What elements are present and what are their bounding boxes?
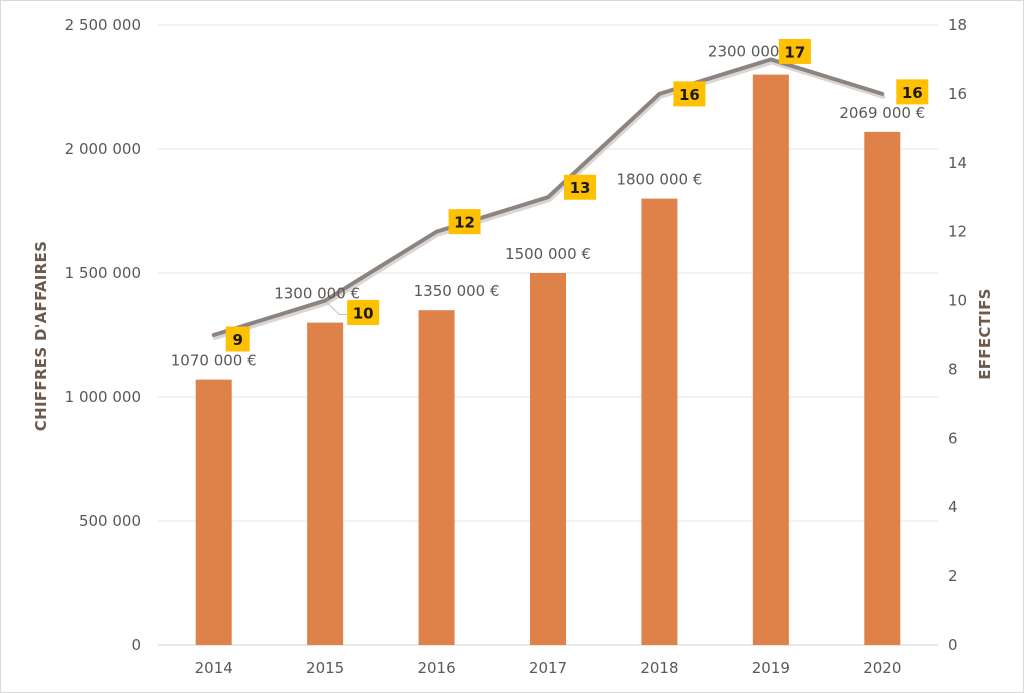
line-data-label: 16 (673, 81, 706, 107)
left-tick-label: 2 000 000 (65, 140, 141, 158)
line-data-labels: 9 10 12 13 16 17 16 (225, 38, 929, 352)
bar-data-label: 1300 000 € (274, 285, 360, 303)
x-tick-label: 2015 (306, 659, 344, 677)
x-tick-label: 2019 (752, 659, 790, 677)
line-shadow (212, 60, 886, 340)
bar-data-label: 2300 000 € (708, 43, 794, 61)
bar-series (195, 74, 901, 646)
bar-data-label: 2069 000 € (839, 104, 925, 122)
left-tick-label: 1 500 000 (65, 264, 141, 282)
left-tick-label: 1 000 000 (65, 388, 141, 406)
line-data-label: 12 (448, 209, 481, 235)
gridlines (158, 24, 938, 646)
x-axis-ticks: 2014 2015 2016 2017 2018 2019 2020 (195, 659, 902, 677)
line-label-box (448, 209, 481, 235)
x-tick-label: 2018 (640, 659, 678, 677)
line-data-label: 9 (225, 326, 250, 352)
line-series (211, 57, 886, 340)
left-tick-label: 500 000 (79, 512, 141, 530)
line-data-label: 10 (347, 300, 380, 326)
bar-data-labels: 1070 000 € 1300 000 € 1350 000 € 1500 000 €… (171, 43, 925, 370)
right-tick-label: 18 (948, 16, 967, 34)
bar (418, 310, 455, 645)
left-axis-ticks: 0 500 000 1 000 000 1 500 000 2 000 000 2 500… (65, 16, 141, 654)
right-tick-label: 10 (948, 292, 967, 310)
line-label-text: 9 (232, 331, 242, 349)
bar (195, 379, 232, 645)
right-tick-label: 14 (948, 154, 967, 172)
line-label-text: 16 (902, 84, 923, 102)
right-tick-label: 2 (948, 567, 958, 585)
line-label-text: 10 (353, 305, 374, 323)
line-path (211, 57, 885, 337)
x-tick-label: 2017 (529, 659, 567, 677)
right-tick-label: 4 (948, 498, 958, 516)
line-data-label: 13 (564, 174, 596, 200)
right-tick-label: 12 (948, 223, 967, 241)
x-tick-label: 2016 (417, 659, 455, 677)
left-tick-label: 0 (131, 636, 141, 654)
bar (307, 322, 344, 645)
bar-data-label: 1350 000 € (414, 282, 500, 300)
line-label-box (225, 326, 250, 352)
right-tick-label: 0 (948, 636, 958, 654)
line-label-box (778, 38, 811, 64)
line-label-box (347, 300, 380, 326)
bar (530, 273, 566, 645)
right-axis-ticks: 0 2 4 6 8 10 12 14 16 18 (948, 16, 967, 654)
bar-data-label: 1800 000 € (616, 171, 702, 189)
bar (641, 198, 678, 645)
left-axis-title: CHIFFRES D'AFFAIRES (32, 241, 50, 431)
left-tick-label: 2 500 000 (65, 16, 141, 34)
bar-data-label: 1500 000 € (505, 245, 591, 263)
leader-line (326, 302, 348, 316)
right-tick-label: 16 (948, 85, 967, 103)
line-label-box (564, 174, 596, 200)
x-tick-label: 2014 (195, 659, 233, 677)
line-label-text: 16 (679, 86, 700, 104)
line-label-text: 12 (454, 214, 475, 232)
line-data-label: 16 (896, 79, 929, 105)
line-data-label: 17 (778, 38, 811, 64)
right-axis-title: EFFECTIFS (976, 288, 994, 380)
line-label-box (896, 79, 929, 105)
right-tick-label: 8 (948, 360, 958, 378)
line-label-text: 17 (784, 43, 805, 61)
bar-data-label: 1070 000 € (171, 352, 257, 370)
bar (752, 74, 789, 646)
right-tick-label: 6 (948, 429, 958, 447)
bar (864, 131, 901, 645)
line-label-box (673, 81, 706, 107)
x-tick-label: 2020 (863, 659, 901, 677)
line-label-text: 13 (570, 179, 591, 197)
